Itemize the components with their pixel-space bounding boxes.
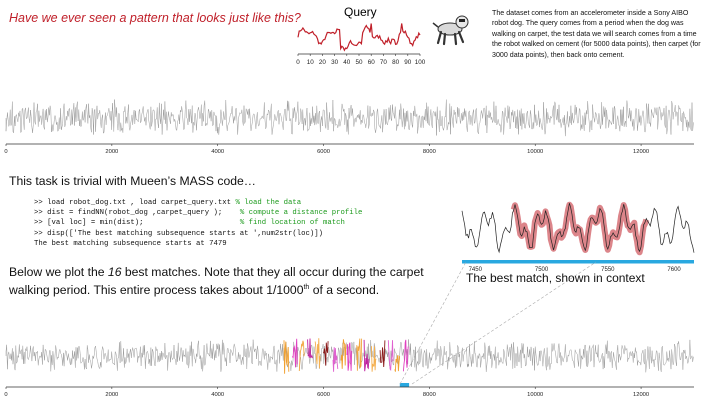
query-tick-label: 90	[404, 59, 412, 66]
time-axis-tick-label: 4000	[211, 392, 224, 398]
time-axis-tick-label: 10000	[527, 149, 543, 155]
query-plot: 0 10 20 30 40 50 60 70 80 90 100	[296, 23, 426, 66]
code-block: >> load robot_dog.txt , load carpet_quer…	[34, 198, 362, 249]
headline: Have we ever seen a pattern that looks j…	[9, 11, 301, 25]
code-line: >> dist = findNN(robot_dog ,carpet_query…	[34, 209, 363, 218]
time-axis-tick-label: 8000	[423, 392, 436, 398]
match-highlight	[371, 346, 377, 372]
context-axis-bar	[462, 260, 694, 264]
time-axis-tick-label: 2000	[105, 392, 118, 398]
time-axis-tick-label: 0	[4, 392, 7, 398]
time-series-line	[5, 99, 694, 137]
query-title: Query	[344, 5, 377, 19]
match-highlight	[340, 339, 347, 369]
query-tick-label: 20	[319, 59, 327, 66]
context-tick-label: 7600	[667, 267, 681, 273]
results-text: Below we plot the 16 best matches. Note …	[9, 265, 424, 297]
query-tick-label: 60	[368, 59, 376, 66]
context-series-line	[461, 203, 695, 254]
code-line: >> disp(['The best matching subsequence …	[34, 229, 324, 238]
query-tick-label: 10	[307, 59, 315, 66]
best-match-context-plot: 7450 7500 7550 7600	[461, 201, 695, 273]
time-axis-tick-label: 4000	[211, 149, 224, 155]
context-tick-label: 7550	[601, 267, 615, 273]
match-highlight	[346, 342, 353, 371]
match-highlight	[363, 339, 370, 372]
time-series-matches: 0 2000 4000 6000 8000 10000 12000	[4, 338, 694, 398]
time-axis-tick-label: 12000	[633, 392, 649, 398]
time-axis-tick-label: 2000	[105, 149, 118, 155]
time-axis-tick-label: 8000	[423, 149, 436, 155]
match-highlight	[394, 355, 401, 372]
time-axis-tick-label: 12000	[633, 149, 649, 155]
query-tick-label: 70	[380, 59, 388, 66]
robot-dog-icon	[432, 15, 469, 46]
query-tick-label: 0	[296, 59, 300, 66]
match-highlight	[387, 340, 394, 371]
match-highlight	[323, 341, 329, 366]
time-axis-tick-label: 6000	[317, 392, 330, 398]
dataset-description: The dataset comes from an accelerometer …	[492, 9, 701, 59]
time-axis-tick-label: 10000	[527, 392, 543, 398]
best-match-marker	[399, 383, 410, 387]
match-highlight	[307, 338, 313, 359]
query-tick-label: 50	[355, 59, 363, 66]
code-line: >> load robot_dog.txt , load carpet_quer…	[34, 199, 302, 207]
match-highlight	[292, 338, 298, 368]
match-highlight	[298, 340, 305, 372]
query-tick-label: 80	[392, 59, 400, 66]
intro-text: This task is trivial with Mueen’s MASS c…	[9, 174, 256, 188]
match-highlight	[283, 340, 290, 374]
query-tick-label: 30	[331, 59, 339, 66]
match-highlight	[314, 338, 321, 369]
code-line: The best matching subsequence starts at …	[34, 239, 227, 248]
match-highlight	[379, 340, 386, 368]
query-tick-label: 100	[415, 59, 426, 66]
time-series-top: 0 2000 4000 6000 8000 10000 12000	[4, 99, 694, 155]
code-line: >> [val loc] = min(dist); % find locatio…	[34, 219, 345, 228]
match-highlight	[332, 347, 339, 372]
query-series-line	[297, 23, 421, 52]
match-highlight	[356, 338, 363, 371]
time-axis-tick-label: 6000	[317, 149, 330, 155]
query-tick-label: 40	[343, 59, 351, 66]
context-caption: The best match, shown in context	[466, 271, 645, 285]
time-axis-tick-label: 0	[4, 149, 7, 155]
